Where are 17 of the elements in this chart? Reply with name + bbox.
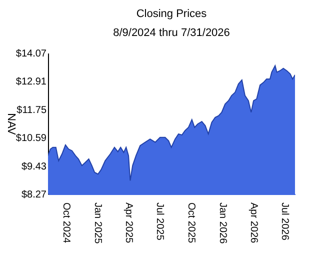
x-tick-label: Oct 2024 xyxy=(60,202,72,244)
x-tick-label: Jul 2026 xyxy=(279,202,290,241)
x-tick-label: Jan 2026 xyxy=(217,202,228,244)
y-tick-label: $11.75 xyxy=(16,104,47,116)
y-tick-label: $12.91 xyxy=(16,76,47,88)
chart-title: Closing Prices xyxy=(136,8,208,20)
chart-subtitle: 8/9/2024 thru 7/31/2026 xyxy=(113,27,230,39)
y-axis-title: NAV xyxy=(4,113,17,136)
x-tick-label: Jan 2025 xyxy=(92,202,104,244)
y-tick-label: $10.59 xyxy=(16,133,47,144)
y-tick-label: $9.43 xyxy=(21,161,47,172)
x-tick-label: Apr 2026 xyxy=(248,202,260,244)
x-tick-label: Jul 2025 xyxy=(154,202,166,241)
x-tick-label: Oct 2025 xyxy=(186,202,197,244)
y-tick-label: $8.27 xyxy=(21,190,47,200)
x-tick-label: Apr 2025 xyxy=(123,202,134,244)
y-tick-label: $14.07 xyxy=(16,48,47,60)
